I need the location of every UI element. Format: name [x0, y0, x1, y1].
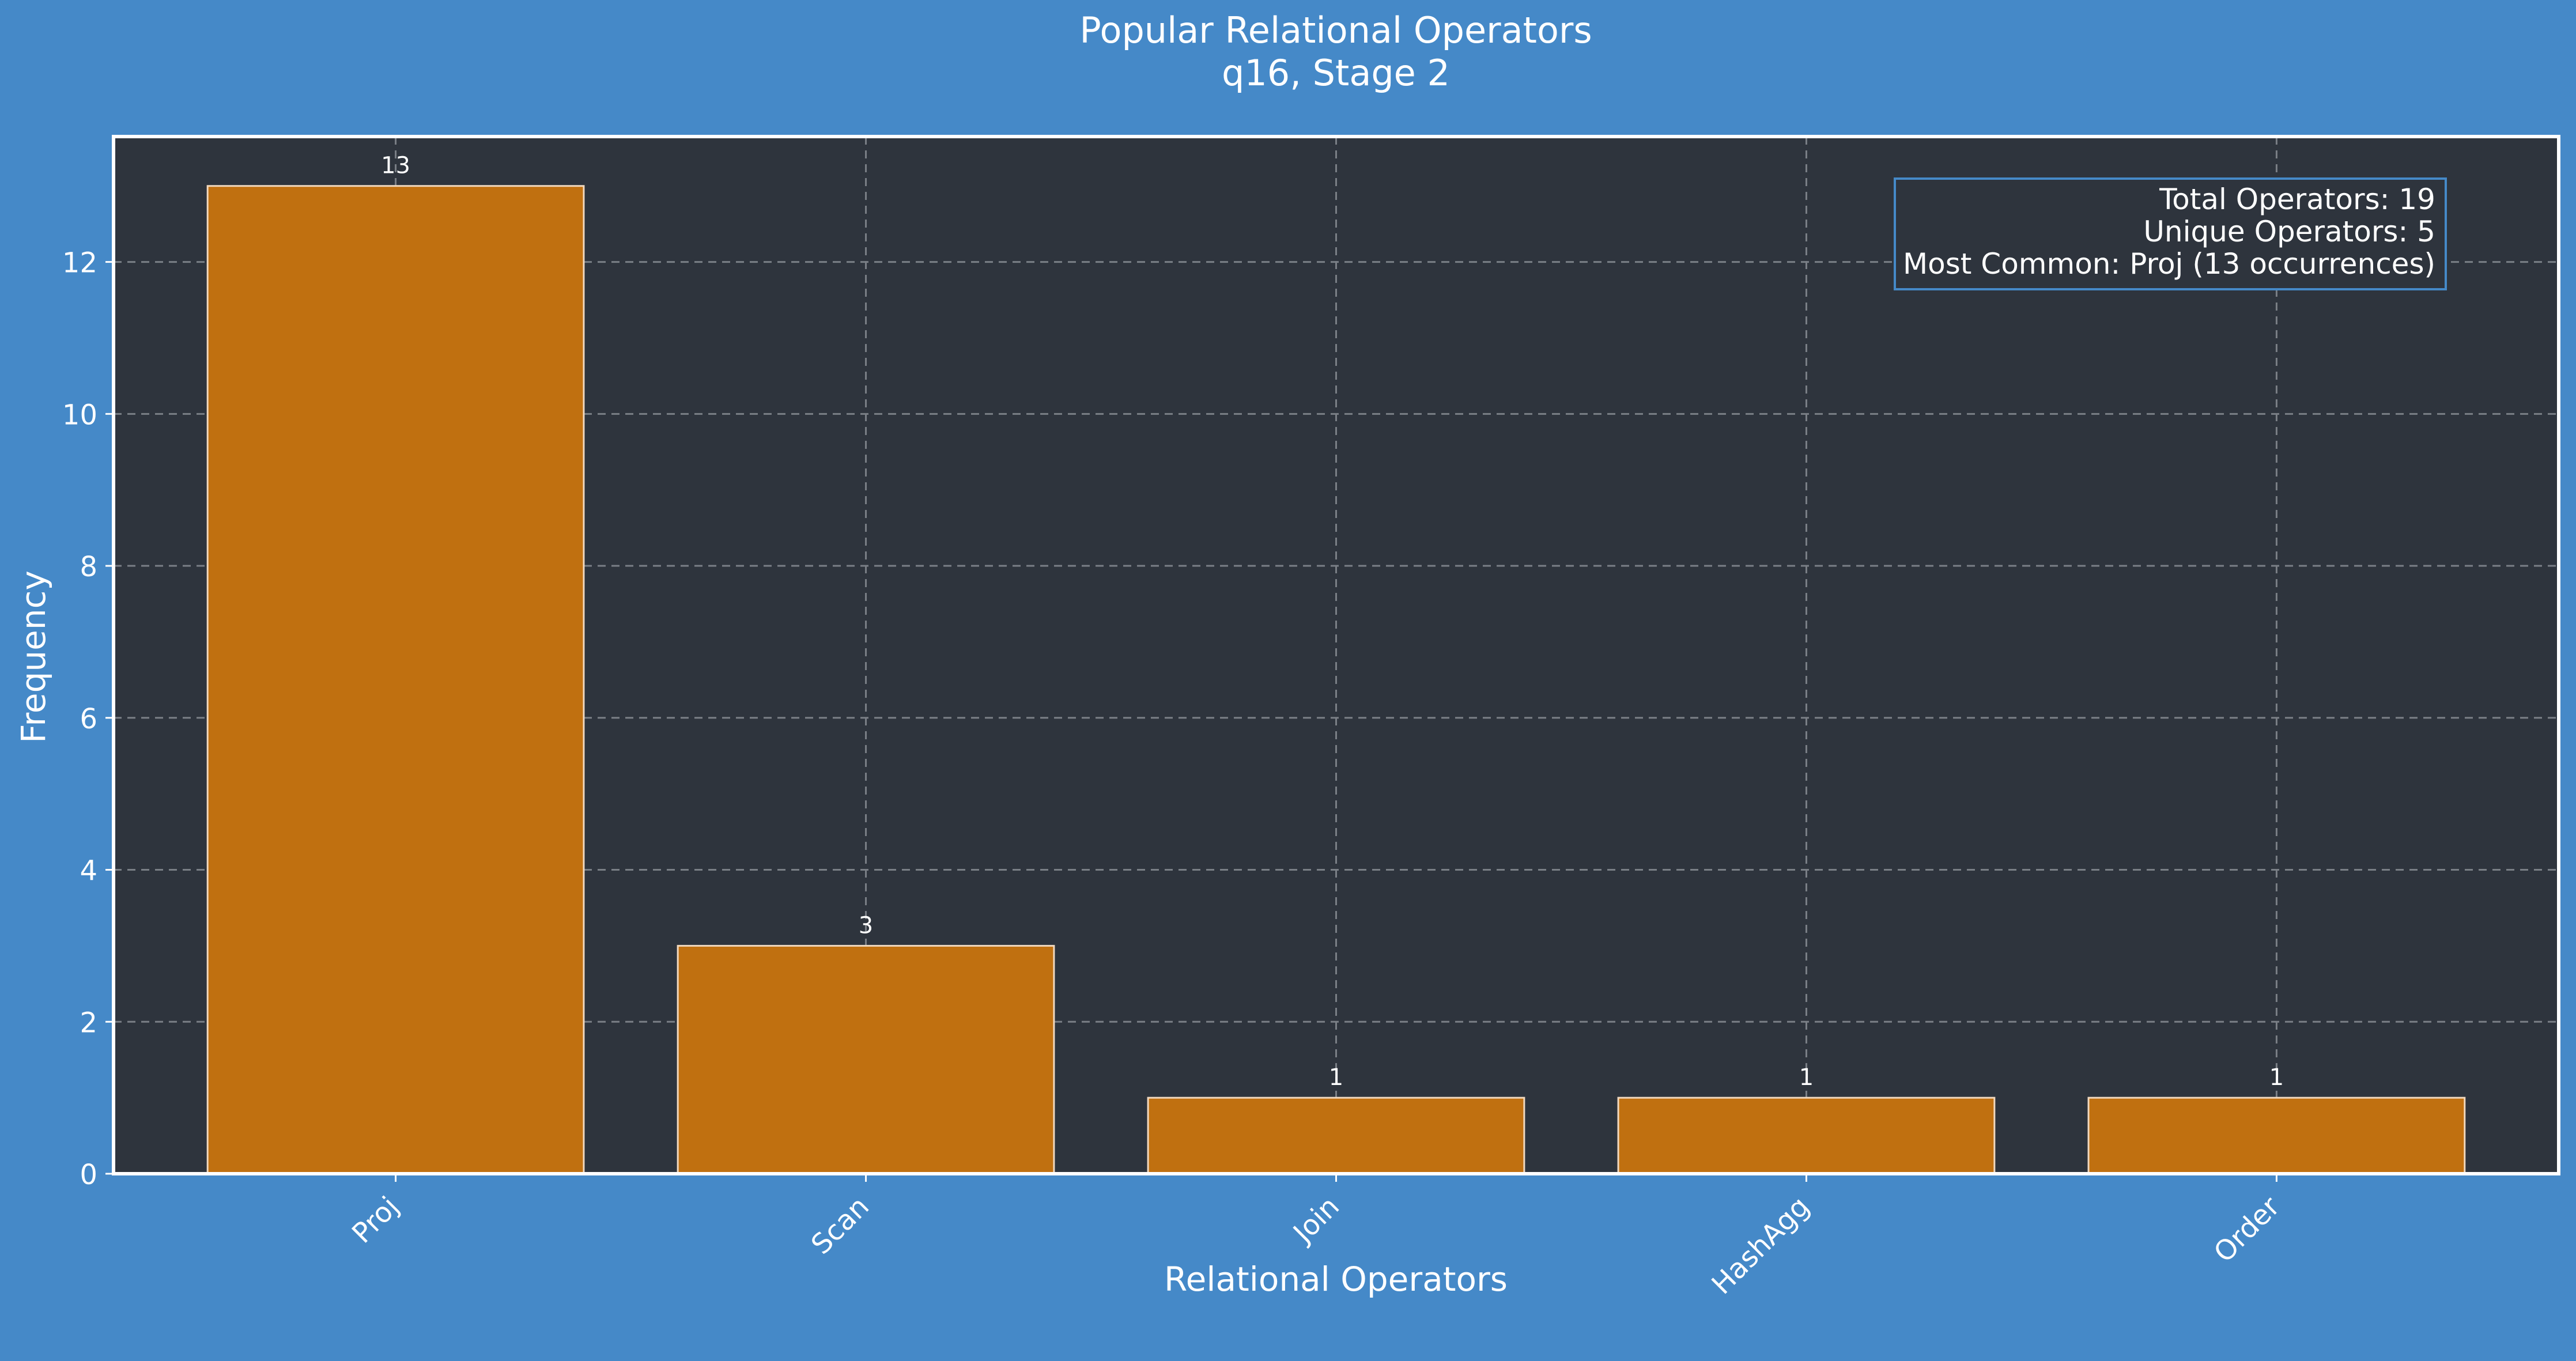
- x-tick-label-proj: Proj: [346, 1190, 405, 1250]
- y-tick-label: 0: [80, 1159, 97, 1191]
- data-label-proj: 13: [381, 153, 410, 179]
- stats-most-common: Most Common: Proj (13 occurrences): [1903, 247, 2435, 281]
- x-tick-label-order: Order: [2208, 1190, 2286, 1269]
- y-axis-ticks: 0 2 4 6 8 10 12: [62, 247, 114, 1191]
- data-label-join: 1: [1329, 1064, 1343, 1091]
- bars: [206, 185, 2466, 1175]
- data-labels: 13 3 1 1 1: [381, 153, 2284, 1091]
- bar-join: [1147, 1097, 1525, 1175]
- data-label-order: 1: [2269, 1064, 2284, 1091]
- stats-annotation-box: [1894, 177, 2447, 290]
- y-tick-label: 12: [62, 247, 97, 279]
- bar-scan: [677, 944, 1055, 1175]
- x-tick-label-scan: Scan: [805, 1190, 875, 1261]
- data-label-hashagg: 1: [1799, 1064, 1814, 1091]
- stats-total-operators: Total Operators: 19: [2159, 183, 2435, 216]
- chart-subtitle: q16, Stage 2: [1222, 52, 1450, 94]
- data-label-scan: 3: [859, 912, 873, 939]
- x-tick-label-hashagg: HashAgg: [1706, 1190, 1816, 1300]
- y-tick-label: 6: [80, 703, 97, 735]
- x-tick-label-join: Join: [1286, 1190, 1346, 1250]
- stats-unique-operators: Unique Operators: 5: [2143, 215, 2435, 248]
- x-axis-label: Relational Operators: [1164, 1260, 1508, 1299]
- stats-annotation: Total Operators: 19 Unique Operators: 5 …: [1894, 177, 2447, 290]
- chart-title: Popular Relational Operators: [1079, 9, 1592, 51]
- y-tick-label: 8: [80, 551, 97, 583]
- bar-order: [2087, 1097, 2466, 1175]
- y-tick-label: 4: [80, 855, 97, 887]
- bar-proj: [206, 185, 585, 1175]
- y-tick-label: 2: [80, 1007, 97, 1039]
- bar-hashagg: [1617, 1097, 1996, 1175]
- y-axis-label: Frequency: [14, 570, 53, 743]
- y-tick-label: 10: [62, 399, 97, 431]
